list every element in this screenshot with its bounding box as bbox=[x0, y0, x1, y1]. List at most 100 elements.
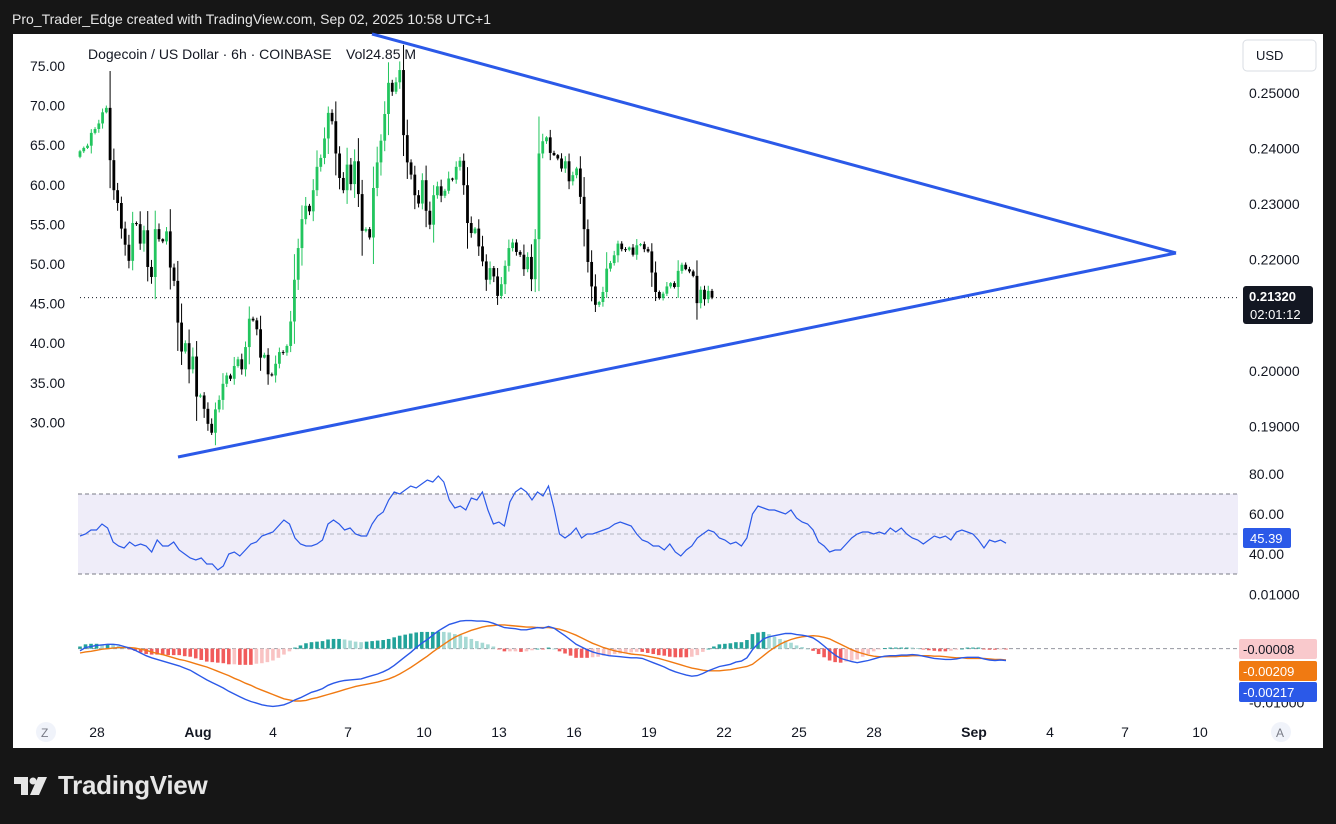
candle[interactable] bbox=[676, 270, 680, 287]
candle[interactable] bbox=[338, 153, 341, 178]
candle[interactable] bbox=[138, 224, 142, 244]
candle[interactable] bbox=[586, 229, 590, 262]
candle[interactable] bbox=[364, 229, 368, 231]
candle[interactable] bbox=[620, 243, 624, 250]
candle[interactable] bbox=[356, 161, 360, 195]
candle[interactable] bbox=[688, 269, 691, 272]
candle[interactable] bbox=[146, 230, 150, 267]
candle[interactable] bbox=[612, 255, 616, 264]
candle[interactable] bbox=[703, 289, 706, 300]
candle[interactable] bbox=[270, 374, 274, 376]
candle[interactable] bbox=[315, 166, 319, 191]
candle[interactable] bbox=[496, 276, 499, 296]
candle[interactable] bbox=[150, 266, 153, 277]
candle[interactable] bbox=[214, 409, 217, 433]
candle[interactable] bbox=[409, 162, 413, 175]
candle[interactable] bbox=[108, 107, 112, 161]
candle[interactable] bbox=[650, 251, 654, 273]
candle[interactable] bbox=[221, 383, 225, 400]
candle[interactable] bbox=[308, 205, 311, 212]
candle[interactable] bbox=[541, 141, 545, 154]
candle[interactable] bbox=[631, 247, 635, 255]
candle[interactable] bbox=[277, 352, 281, 364]
candle[interactable] bbox=[646, 249, 650, 252]
candle[interactable] bbox=[195, 356, 199, 397]
candle[interactable] bbox=[375, 162, 379, 188]
candle[interactable] bbox=[304, 205, 308, 220]
candle[interactable] bbox=[334, 121, 338, 154]
candle[interactable] bbox=[454, 166, 458, 180]
candle[interactable] bbox=[255, 320, 259, 330]
candle[interactable] bbox=[530, 256, 533, 280]
candle[interactable] bbox=[417, 195, 420, 204]
candle[interactable] bbox=[458, 160, 462, 167]
candle[interactable] bbox=[202, 395, 206, 409]
candle[interactable] bbox=[462, 160, 466, 186]
candle[interactable] bbox=[236, 359, 240, 366]
candle[interactable] bbox=[349, 164, 353, 185]
candle[interactable] bbox=[699, 289, 703, 304]
candle[interactable] bbox=[300, 219, 304, 249]
candle[interactable] bbox=[240, 359, 244, 370]
candle[interactable] bbox=[247, 318, 251, 348]
price-pane[interactable]: 75.00 70.00 65.00 60.00 55.00 50.00 45.00 40.00… bbox=[30, 32, 1300, 459]
candle[interactable] bbox=[123, 228, 127, 245]
candle[interactable] bbox=[402, 70, 405, 136]
candle[interactable] bbox=[86, 145, 89, 148]
candle[interactable] bbox=[225, 375, 229, 384]
candle[interactable] bbox=[571, 175, 575, 182]
candle[interactable] bbox=[451, 178, 454, 180]
candle[interactable] bbox=[229, 375, 232, 379]
candle[interactable] bbox=[274, 363, 278, 376]
candle[interactable] bbox=[609, 263, 612, 269]
candle[interactable] bbox=[597, 302, 601, 305]
candle[interactable] bbox=[466, 185, 469, 224]
candle[interactable] bbox=[469, 223, 473, 234]
candle[interactable] bbox=[394, 82, 398, 92]
candle[interactable] bbox=[593, 286, 597, 305]
candle[interactable] bbox=[405, 135, 409, 163]
lower-trendline[interactable] bbox=[177, 251, 1177, 459]
candle[interactable] bbox=[135, 223, 138, 225]
candle[interactable] bbox=[398, 70, 402, 83]
candle[interactable] bbox=[165, 231, 168, 242]
auto-scale-toggle[interactable]: A bbox=[1271, 722, 1291, 742]
candle[interactable] bbox=[575, 168, 578, 176]
candle[interactable] bbox=[78, 151, 82, 157]
upper-trendline[interactable] bbox=[371, 32, 1177, 255]
chart-panel[interactable] bbox=[13, 34, 1323, 748]
candle[interactable] bbox=[488, 268, 492, 280]
candle[interactable] bbox=[210, 423, 214, 433]
candle[interactable] bbox=[161, 239, 165, 242]
candle[interactable] bbox=[499, 284, 503, 296]
log-scale-toggle[interactable]: Z bbox=[36, 722, 56, 742]
candle[interactable] bbox=[217, 399, 221, 410]
candle[interactable] bbox=[198, 395, 202, 397]
candle[interactable] bbox=[232, 365, 236, 379]
candle[interactable] bbox=[533, 239, 537, 280]
candle[interactable] bbox=[293, 279, 296, 322]
candle[interactable] bbox=[372, 187, 375, 238]
candle[interactable] bbox=[590, 261, 594, 287]
candle[interactable] bbox=[526, 256, 530, 270]
candle[interactable] bbox=[131, 223, 135, 261]
candle[interactable] bbox=[624, 249, 627, 251]
candle[interactable] bbox=[244, 347, 247, 370]
candle[interactable] bbox=[104, 107, 108, 113]
candle[interactable] bbox=[661, 293, 665, 299]
candle[interactable] bbox=[127, 244, 131, 261]
candle[interactable] bbox=[435, 186, 439, 196]
candle[interactable] bbox=[82, 147, 86, 152]
candle[interactable] bbox=[627, 247, 631, 250]
candle[interactable] bbox=[665, 286, 669, 294]
tradingview-logo[interactable]: TradingView bbox=[14, 770, 208, 801]
candle[interactable] bbox=[507, 248, 511, 266]
candle[interactable] bbox=[680, 264, 684, 271]
candle[interactable] bbox=[484, 261, 488, 280]
macd-signal-line[interactable] bbox=[79, 624, 1007, 702]
candle[interactable] bbox=[180, 322, 183, 352]
candle[interactable] bbox=[605, 268, 609, 292]
candle[interactable] bbox=[323, 138, 326, 158]
candle[interactable] bbox=[710, 290, 714, 298]
